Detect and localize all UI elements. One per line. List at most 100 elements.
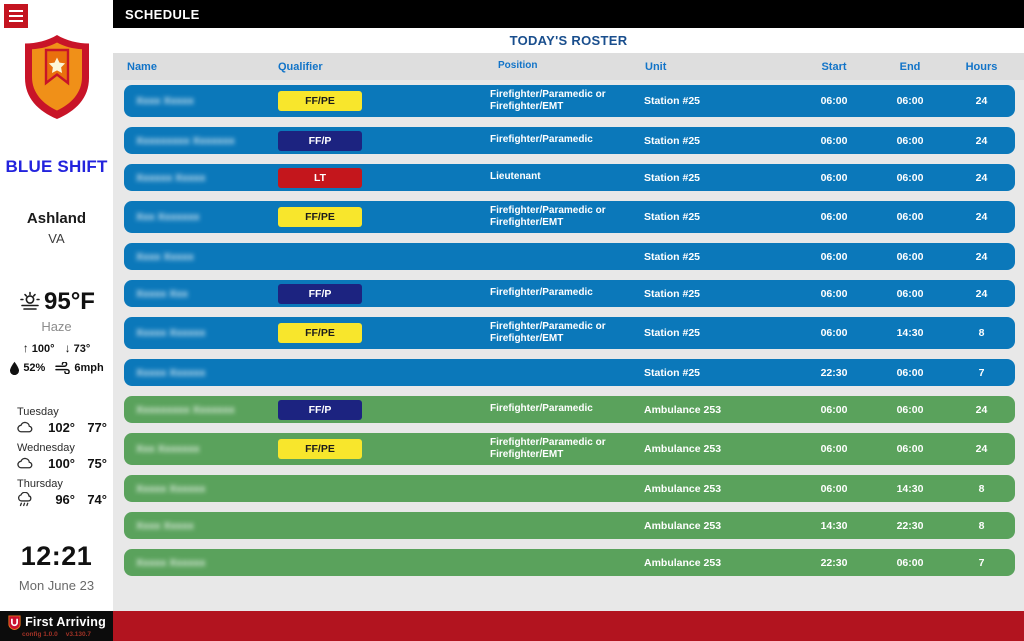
start-cell: 22:30: [820, 366, 848, 379]
schedule-titlebar: SCHEDULE: [113, 0, 1024, 28]
col-unit: Unit: [645, 60, 667, 73]
page-title: SCHEDULE: [125, 6, 200, 22]
main-panel: SCHEDULE TODAY'S ROSTER Name Qualifier P…: [113, 0, 1024, 641]
hours-cell: 24: [975, 134, 988, 147]
unit-cell: Station #25: [644, 327, 701, 339]
hours-cell: 8: [978, 482, 985, 495]
forecast-high: 96°: [55, 492, 75, 507]
forecast-low: 75°: [87, 456, 107, 471]
location-state: VA: [48, 231, 65, 246]
col-start: Start: [821, 60, 847, 73]
member-name: Xxxx Xxxxx: [136, 250, 194, 263]
forecast-day: Wednesday: [17, 442, 75, 454]
member-name: Xxxxx Xxxxxx: [136, 327, 206, 339]
start-cell: 06:00: [820, 250, 848, 263]
table-header: Name Qualifier Position Unit Start End H…: [113, 53, 1024, 80]
roster-row: Xxxxx Xxxxxx FF/PE Firefighter/Paramedic…: [124, 317, 1015, 349]
col-position: Position: [498, 60, 538, 72]
hours-cell: 24: [975, 287, 988, 300]
roster-row: Xxxxx Xxxxxx Ambulance 253 06:00 14:30 8: [124, 475, 1015, 502]
location-city: Ashland: [26, 210, 87, 227]
position-cell: Firefighter/Paramedic or Firefighter/EMT: [490, 320, 606, 345]
member-name: Xxxxxxxxx Xxxxxxx: [136, 134, 235, 147]
brand-name: First Arriving: [25, 615, 106, 629]
member-name: Xxxxx Xxx: [136, 287, 188, 300]
roster-row: Xxxxxxxxx Xxxxxxx FF/P Firefighter/Param…: [124, 396, 1015, 423]
position-cell: Firefighter/Paramedic: [490, 403, 593, 415]
clock-time: 12:21: [20, 541, 93, 571]
hours-cell: 7: [978, 366, 985, 379]
start-cell: 14:30: [820, 519, 848, 532]
unit-cell: Station #25: [644, 134, 701, 147]
qualifier-badge: FF/P: [278, 283, 362, 304]
app-version: v3.130.7: [65, 630, 92, 638]
forecast-item: Wednesday 100° 75°: [17, 442, 107, 471]
member-name: Xxxxx Xxxxxx: [136, 482, 206, 495]
end-cell: 06:00: [896, 403, 924, 416]
high-low-temps: ↑ 100° ↓ 73°: [0, 341, 113, 355]
end-cell: 06:00: [896, 211, 924, 223]
roster-row: Xxxxx Xxxxxx Station #25 22:30 06:00 7: [124, 359, 1015, 386]
qualifier-badge: FF/PE: [278, 207, 362, 227]
arrow-down-icon: ↓: [64, 341, 71, 355]
department-shield-icon: [21, 33, 93, 121]
end-cell: 22:30: [896, 519, 924, 532]
forecast: Tuesday 102° 77°: [17, 406, 107, 514]
unit-cell: Ambulance 253: [644, 482, 722, 495]
end-cell: 06:00: [896, 171, 924, 184]
member-name: Xxx Xxxxxxx: [136, 211, 200, 223]
position-cell: Firefighter/Paramedic: [490, 134, 593, 146]
bottom-accent-bar: [113, 611, 1024, 641]
unit-cell: Station #25: [644, 366, 701, 379]
col-name: Name: [127, 60, 157, 73]
rain-cloud-icon: [17, 492, 35, 507]
sidebar: BLUE SHIFT Ashland VA 95°F Haze ↑ 100° ↓…: [0, 0, 113, 611]
unit-cell: Station #25: [644, 171, 701, 184]
position-cell: Firefighter/Paramedic: [490, 287, 593, 299]
hamburger-icon: [9, 10, 23, 12]
roster-row: Xxx Xxxxxxx FF/PE Firefighter/Paramedic …: [124, 201, 1015, 233]
start-cell: 06:00: [820, 403, 848, 416]
arrow-up-icon: ↑: [22, 341, 29, 355]
config-version: config 1.0.0: [21, 630, 58, 638]
end-cell: 06:00: [896, 95, 924, 107]
roster-row: Xxx Xxxxxxx FF/PE Firefighter/Paramedic …: [124, 433, 1015, 465]
end-cell: 06:00: [896, 366, 924, 379]
start-cell: 06:00: [820, 287, 848, 300]
low-temp: ↓ 73°: [64, 341, 91, 355]
high-temp: ↑ 100°: [22, 341, 55, 355]
hours-cell: 8: [978, 519, 985, 532]
menu-button[interactable]: [4, 4, 28, 28]
unit-cell: Station #25: [644, 95, 701, 107]
position-cell: Lieutenant: [490, 171, 541, 183]
hours-cell: 24: [975, 171, 988, 184]
start-cell: 06:00: [820, 482, 848, 495]
hours-cell: 8: [978, 327, 985, 339]
roster-row: Xxxx Xxxxx Ambulance 253 14:30 22:30 8: [124, 512, 1015, 539]
cloud-icon: [17, 421, 35, 434]
start-cell: 06:00: [820, 95, 848, 107]
start-cell: 06:00: [820, 443, 848, 455]
member-name: Xxxxx Xxxxxx: [136, 366, 206, 379]
wind-speed: 6mph: [55, 362, 104, 374]
end-cell: 06:00: [896, 556, 924, 569]
wind-icon: [55, 362, 71, 374]
start-cell: 06:00: [820, 134, 848, 147]
start-cell: 22:30: [820, 556, 848, 569]
unit-cell: Ambulance 253: [644, 556, 722, 569]
qualifier-badge: FF/PE: [278, 91, 362, 111]
cloud-icon: [17, 457, 35, 470]
forecast-item: Thursday 96° 74°: [17, 478, 107, 507]
position-cell: Firefighter/Paramedic or Firefighter/EMT: [490, 88, 606, 113]
forecast-day: Tuesday: [17, 406, 59, 418]
qualifier-badge: LT: [278, 167, 362, 188]
member-name: Xxxx Xxxxx: [136, 95, 194, 107]
col-hours: Hours: [965, 60, 998, 73]
hours-cell: 24: [975, 95, 988, 107]
member-name: Xxxxx Xxxxxx: [136, 556, 206, 569]
roster-row: Xxxxxxxxx Xxxxxxx FF/P Firefighter/Param…: [124, 127, 1015, 154]
end-cell: 06:00: [896, 287, 924, 300]
end-cell: 06:00: [896, 443, 924, 455]
end-cell: 06:00: [896, 134, 924, 147]
member-name: Xxxx Xxxxx: [136, 519, 194, 532]
